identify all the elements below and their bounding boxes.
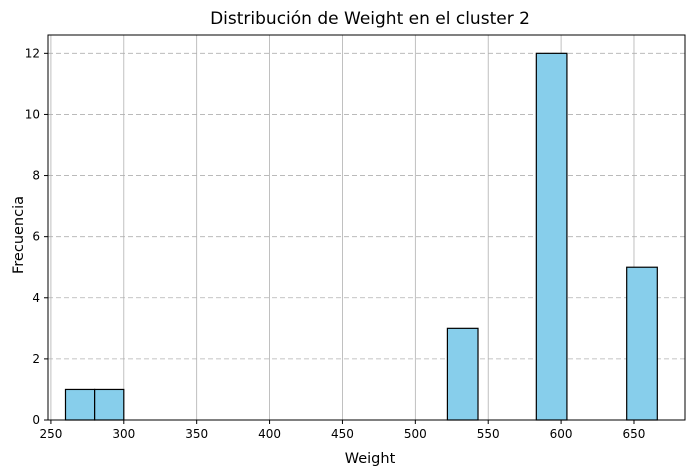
y-tick-label: 6	[32, 230, 40, 244]
x-tick-label: 450	[331, 427, 354, 441]
histogram-bar-4	[535, 52, 568, 421]
y-axis-ticks: 0 2 4 6 8 10 12	[25, 46, 48, 427]
y-axis-label: Frecuencia	[11, 196, 27, 274]
bars	[64, 52, 658, 421]
histogram-bar-1	[64, 388, 96, 421]
y-tick-label: 2	[32, 352, 40, 366]
histogram-bar-2	[94, 388, 125, 421]
x-tick-label: 400	[258, 427, 281, 441]
chart-title: Distribución de Weight en el cluster 2	[210, 9, 530, 29]
x-tick-label: 250	[39, 427, 62, 441]
y-tick-label: 12	[25, 46, 40, 60]
grid-lines	[48, 35, 685, 421]
x-tick-label: 500	[404, 427, 427, 441]
x-tick-label: 650	[623, 427, 646, 441]
x-axis-label: Weight	[345, 451, 396, 467]
x-tick-label: 300	[112, 427, 135, 441]
y-tick-label: 0	[32, 413, 40, 427]
x-axis-ticks: 250 300 350 400 450 500 550 600 650	[39, 420, 645, 441]
x-tick-label: 350	[185, 427, 208, 441]
histogram-bar-3	[446, 327, 479, 421]
histogram-bar-5	[626, 266, 658, 421]
y-tick-label: 10	[25, 107, 40, 121]
x-tick-label: 550	[477, 427, 500, 441]
y-tick-label: 8	[32, 169, 40, 183]
y-tick-label: 4	[32, 291, 40, 305]
x-tick-label: 600	[550, 427, 573, 441]
plot-frame	[47, 34, 686, 421]
